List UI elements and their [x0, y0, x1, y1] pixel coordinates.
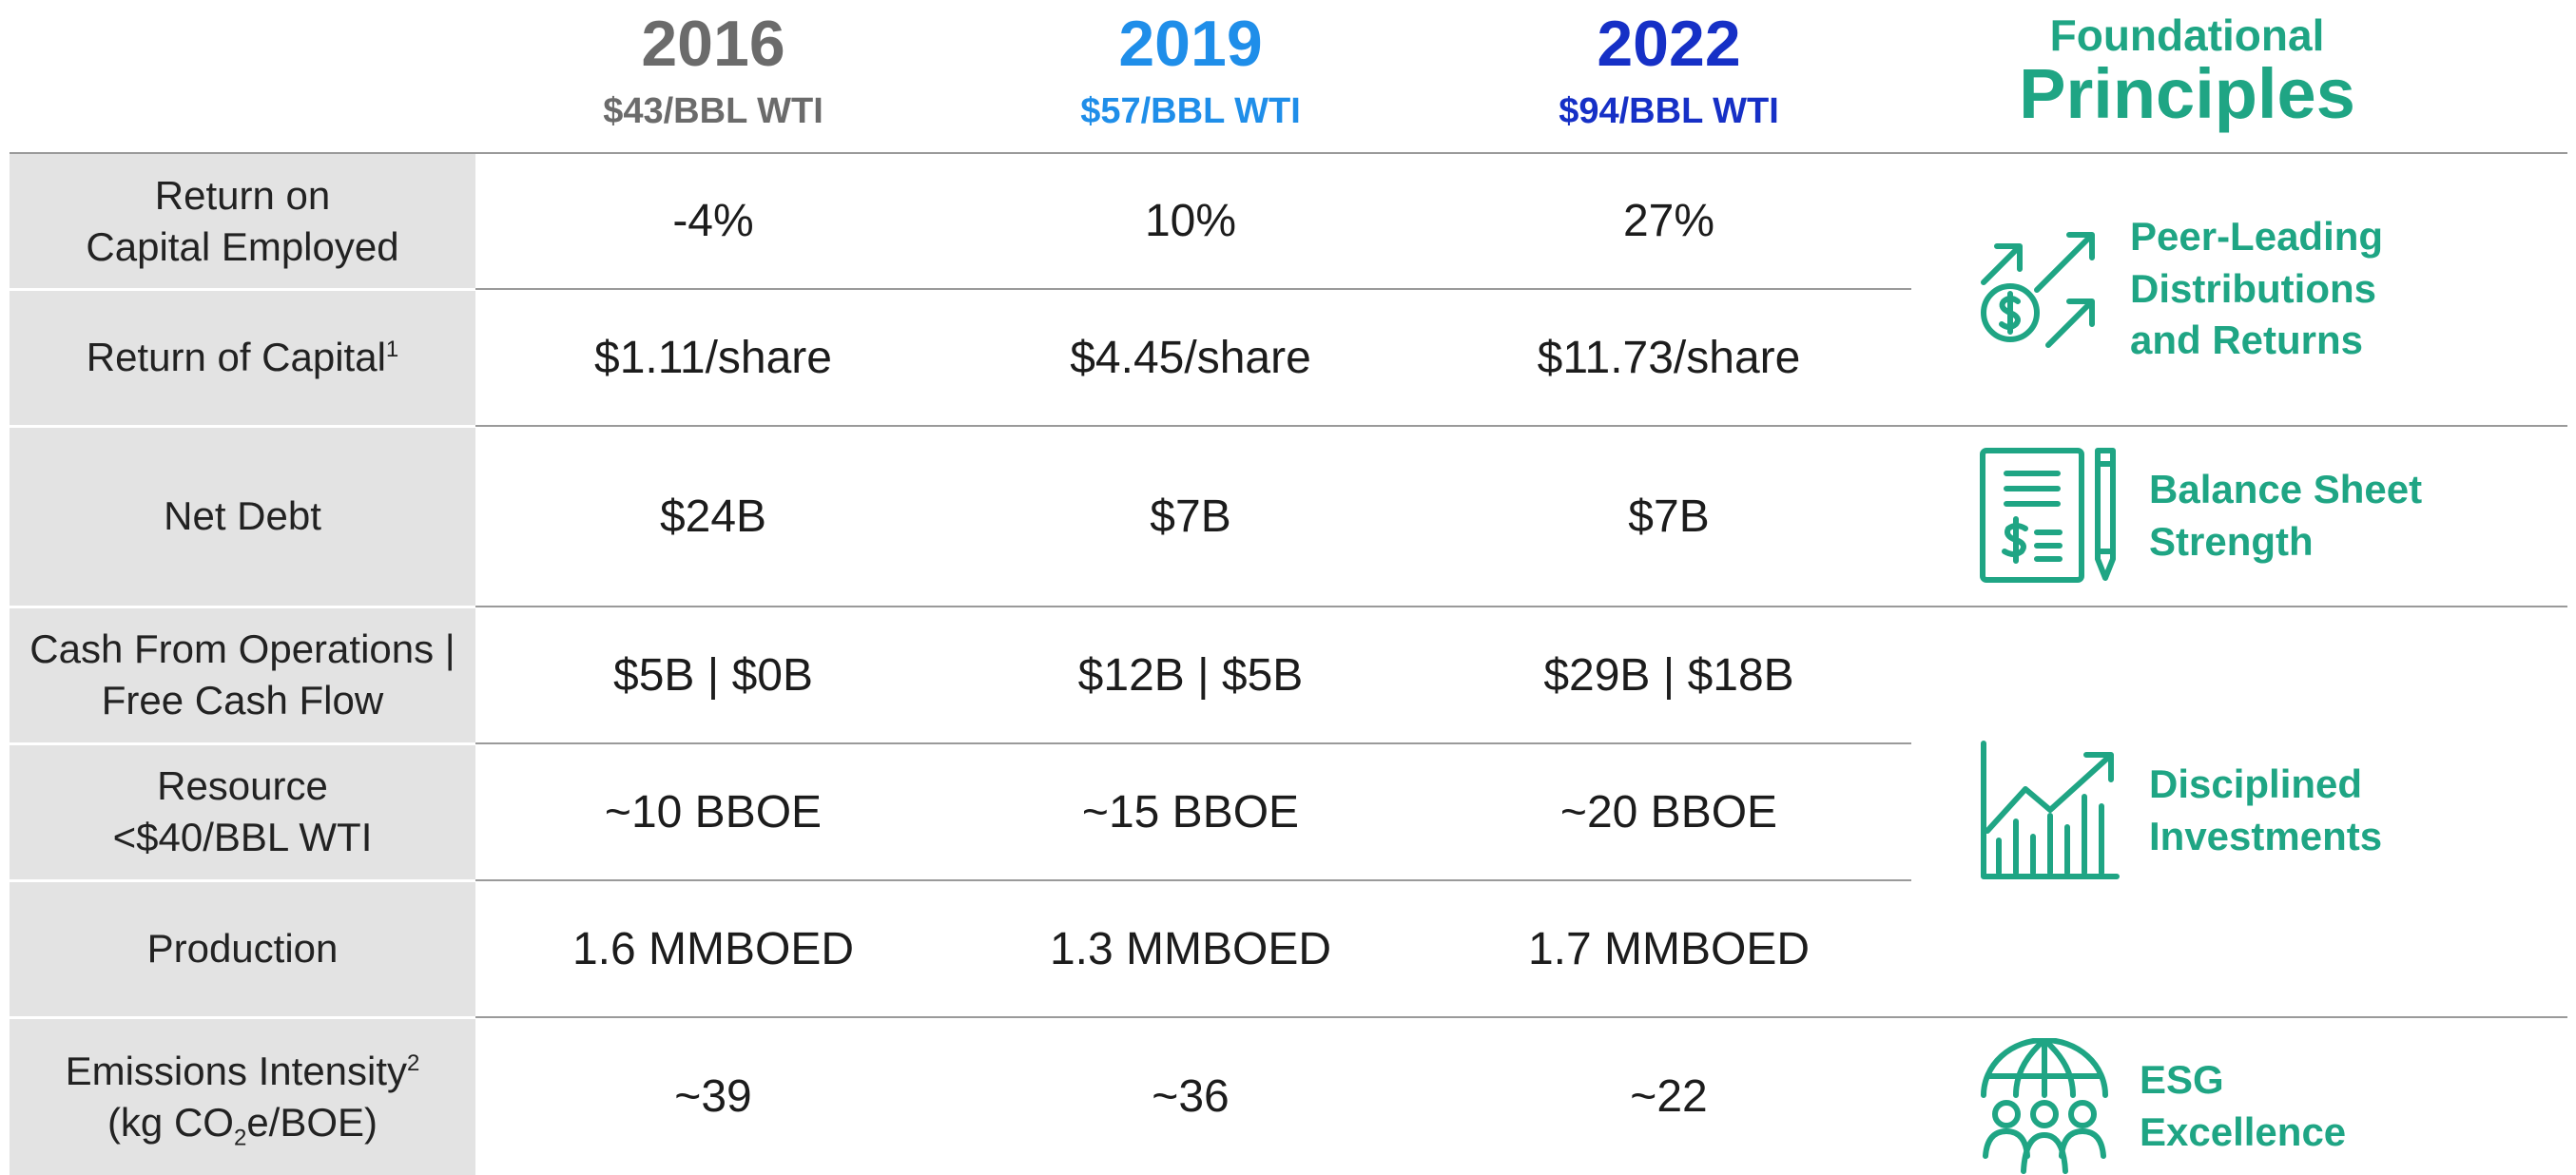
- year-2019: 2019: [1118, 8, 1263, 80]
- value-net-debt-2016: $24B: [659, 491, 767, 542]
- row-divider: [475, 1016, 2567, 1018]
- row-divider: [475, 288, 1911, 290]
- value-resource-2016: ~10 BBOE: [604, 786, 823, 838]
- balance-sheet-icon: [1980, 448, 2116, 583]
- value-roce-2022: 27%: [1622, 196, 1715, 246]
- row-label-emissions: Emissions Intensity2 (kg CO2e/BOE): [65, 1048, 420, 1150]
- value-emissions-2022: ~22: [1630, 1071, 1708, 1122]
- principle-esg-label: ESG Excellence: [2140, 1057, 2347, 1154]
- foundational-heading: Foundational: [2049, 10, 2325, 60]
- label-divider: [10, 1016, 475, 1019]
- value-roce-2016: -4%: [672, 196, 754, 246]
- price-2016: $43/BBL WTI: [603, 91, 823, 131]
- value-emissions-2016: ~39: [674, 1071, 752, 1122]
- value-resource-2022: ~20 BBOE: [1559, 786, 1778, 838]
- price-2022: $94/BBL WTI: [1559, 91, 1779, 131]
- value-roc-2016: $1.11/share: [594, 332, 832, 383]
- principle-esg: ESG Excellence: [1978, 1038, 2346, 1175]
- row-label-return-of-capital: Return of Capital1: [86, 335, 399, 380]
- year-2016: 2016: [641, 8, 785, 80]
- value-net-debt-2019: $7B: [1150, 491, 1231, 542]
- arrows-dollar-icon: [1981, 231, 2095, 348]
- row-label-cash-flow: Cash From Operations | Free Cash Flow: [29, 626, 455, 722]
- value-cfo-fcf-2016: $5B | $0B: [613, 649, 813, 701]
- row-label-production: Production: [146, 926, 339, 972]
- value-cfo-fcf-2019: $12B | $5B: [1077, 649, 1304, 701]
- value-production-2022: 1.7 MMBOED: [1527, 923, 1811, 974]
- label-column: [10, 154, 475, 1175]
- value-net-debt-2022: $7B: [1628, 491, 1710, 542]
- principle-disciplined-investments-label: Disciplined Investments: [2149, 761, 2383, 858]
- year-2022: 2022: [1597, 8, 1741, 80]
- row-label-resource: Resource <$40/BBL WTI: [112, 763, 373, 859]
- principle-distributions: Peer-Leading Distributions and Returns: [1978, 211, 2383, 367]
- price-2019: $57/BBL WTI: [1080, 91, 1301, 131]
- value-roc-2022: $11.73/share: [1537, 332, 1801, 383]
- label-divider: [10, 742, 475, 745]
- row-divider: [475, 879, 1911, 881]
- principle-distributions-label: Peer-Leading Distributions and Returns: [2130, 214, 2384, 363]
- label-divider: [10, 606, 475, 608]
- header-divider: [10, 152, 2567, 154]
- principle-balance-sheet: Balance Sheet Strength: [1978, 447, 2422, 586]
- principle-disciplined-investments: Disciplined Investments: [1978, 740, 2382, 882]
- row-divider: [475, 606, 2567, 607]
- row-label-net-debt: Net Debt: [164, 493, 321, 539]
- label-divider: [10, 425, 475, 428]
- principle-balance-sheet-label: Balance Sheet Strength: [2149, 467, 2423, 564]
- growth-chart-icon: [1981, 741, 2120, 879]
- value-emissions-2019: ~36: [1152, 1071, 1230, 1122]
- principles-heading: Principles: [2019, 54, 2355, 133]
- esg-globe-people-icon: [1981, 1038, 2108, 1174]
- value-roce-2019: 10%: [1144, 196, 1237, 246]
- value-production-2019: 1.3 MMBOED: [1049, 923, 1332, 974]
- value-production-2016: 1.6 MMBOED: [571, 923, 855, 974]
- row-divider: [475, 742, 1911, 744]
- value-resource-2019: ~15 BBOE: [1081, 786, 1300, 838]
- value-cfo-fcf-2022: $29B | $18B: [1543, 649, 1794, 701]
- value-roc-2019: $4.45/share: [1070, 332, 1311, 383]
- row-divider: [475, 425, 2567, 427]
- label-divider: [10, 288, 475, 291]
- label-divider: [10, 879, 475, 882]
- row-label-roce: Return on Capital Employed: [86, 172, 399, 269]
